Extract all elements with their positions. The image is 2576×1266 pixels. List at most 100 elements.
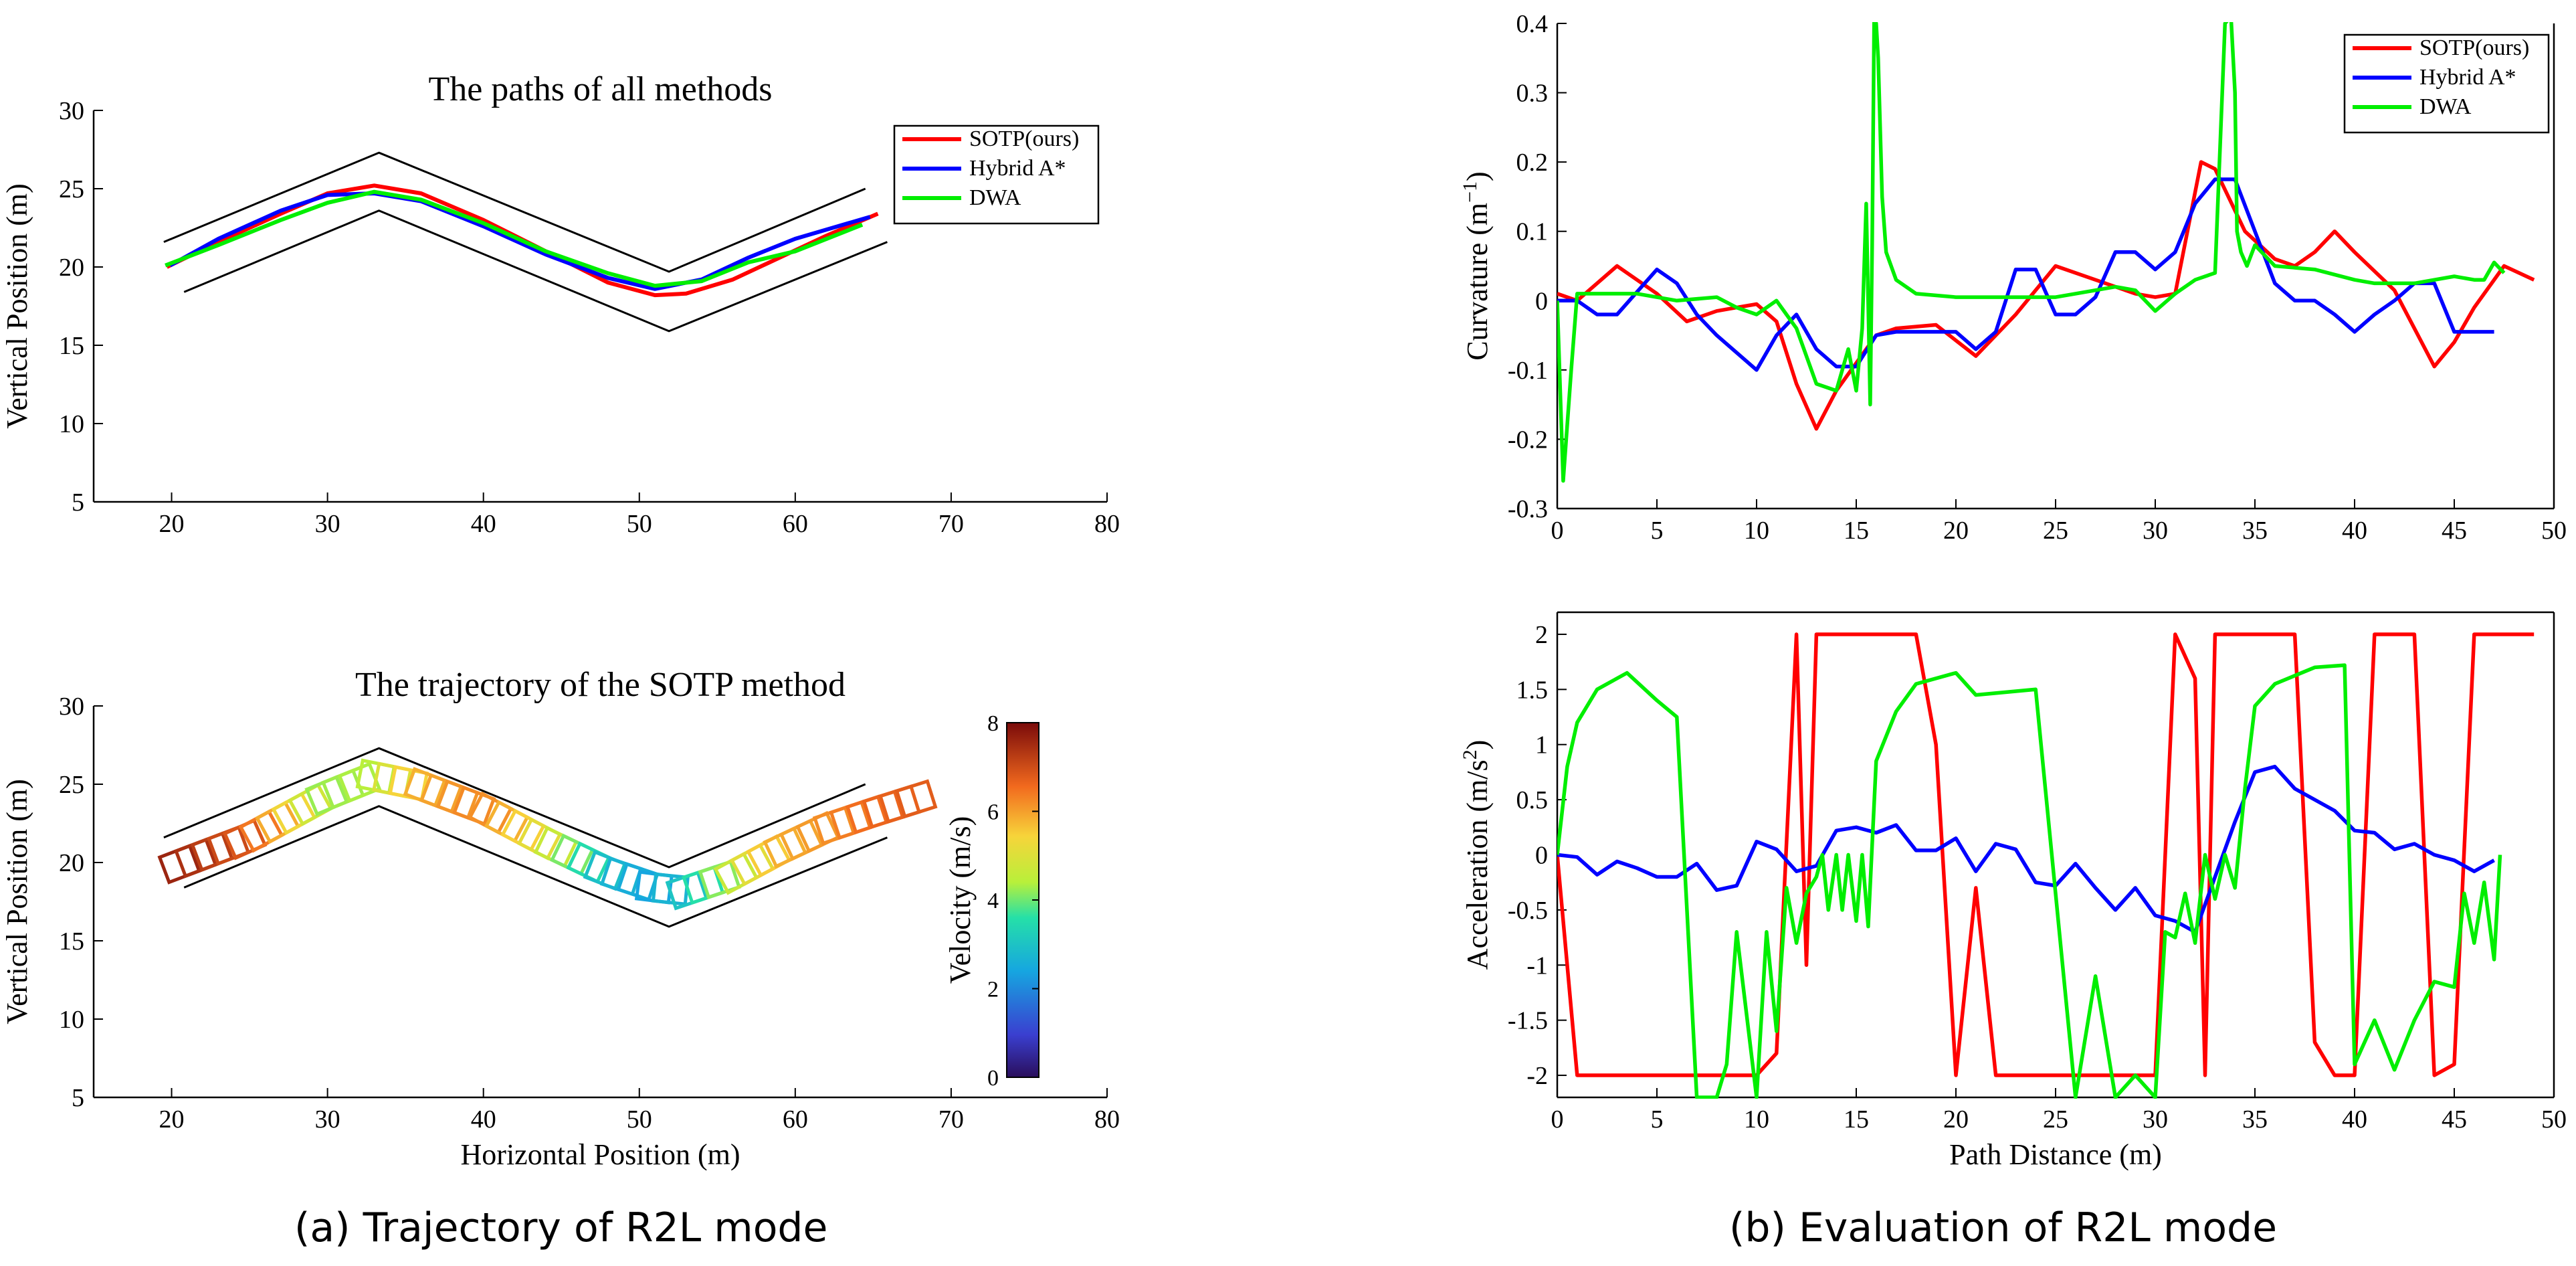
x-tick-label: 30 [2143,517,2168,545]
x-tick-label: 15 [1844,517,1869,545]
vehicle-footprint [566,841,611,884]
x-tick-label: 40 [471,1105,496,1134]
y-tick-label: 25 [59,175,84,203]
x-tick-label: 50 [627,510,652,538]
vehicle-footprint [238,809,284,853]
x-tick-label: 80 [1094,510,1120,538]
x-tick-label: 50 [2541,1105,2567,1134]
x-axis-label: Path Distance (m) [1949,1138,2162,1171]
vehicle-footprint [468,791,514,835]
y-tick-label: -0.2 [1508,426,1548,454]
x-tick-label: 70 [938,1105,964,1134]
x-tick-label: 60 [783,1105,808,1134]
x-tick-label: 20 [1943,517,1969,545]
corridor-boundary [183,805,888,928]
x-tick-label: 70 [938,510,964,538]
vehicle-footprint [746,834,792,878]
x-tick-label: 0 [1551,1105,1564,1134]
x-tick-label: 0 [1551,517,1564,545]
colorbar-label: Velocity (m/s) [944,816,977,984]
y-tick-label: 30 [59,693,84,721]
y-tick-label: 2 [1535,621,1548,649]
y-axis-label: Curvature (m−1) [1459,171,1494,360]
y-tick-label: 1.5 [1516,676,1549,704]
colorbar-tick-label: 4 [987,889,999,913]
vehicle-footprint [698,859,742,900]
vehicle-footprint [500,808,547,852]
x-tick-label: 5 [1651,1105,1664,1134]
y-tick-label: 30 [59,97,84,125]
caption-right: (b) Evaluation of R2L mode [1729,1204,2278,1251]
y-tick-label: -0.5 [1508,897,1548,925]
y-tick-label: 20 [59,849,84,877]
vehicle-footprint [763,826,808,869]
y-tick-label: 0.3 [1516,80,1549,108]
x-tick-label: 45 [2442,1105,2467,1134]
y-tick-label: -2 [1526,1062,1548,1090]
x-axis-label: Horizontal Position (m) [461,1138,740,1171]
corridor-boundary [163,151,866,273]
plot-area [1557,22,2535,483]
x-tick-label: 60 [783,510,808,538]
y-tick-label: -1 [1526,952,1548,980]
y-axis-label: Vertical Position (m) [1,183,33,429]
curvature-chart: 0 5 10 15 20 25 30 35 40 45 50 -0.3 -0.2 -0.1 0 0.1 0.2 0… [1459,10,2567,545]
series-line-dwa [1557,22,2506,483]
legend-label: SOTP(ours) [969,126,1079,151]
vehicle-footprint [255,800,301,844]
x-tick-label: 80 [1094,1105,1120,1134]
x-tick-label: 40 [2342,1105,2367,1134]
acceleration-chart: 0 5 10 15 20 25 30 35 40 45 50 -2 -1.5 -1 -0.5 0 0.5 1 1.5… [1459,611,2567,1171]
x-tick-label: 50 [2541,517,2567,545]
vehicle-footprint [549,833,595,877]
y-tick-label: 15 [59,927,84,956]
corridor-boundary [163,747,866,869]
vehicle-footprint [516,817,563,861]
colorbar-tick-label: 2 [987,978,999,1002]
series-line-hybrid-a- [169,191,871,291]
x-tick-label: 30 [315,1105,340,1134]
series-line-hybrid-a- [1557,177,2494,372]
vehicle-footprint [894,779,938,819]
paths-chart: 20 30 40 50 60 70 80 5 10 15 20 25 30 Vertical Positi… [1,70,1120,538]
x-tick-label: 30 [315,510,340,538]
vehicle-footprint [271,792,317,835]
x-tick-label: 40 [2342,517,2367,545]
series-line-dwa [165,189,864,288]
x-tick-label: 5 [1651,517,1664,545]
x-tick-label: 20 [159,1105,185,1134]
x-tick-label: 25 [2043,517,2068,545]
legend-label: Hybrid A* [969,156,1066,181]
y-tick-label: -0.1 [1508,357,1548,385]
y-tick-label: 0.4 [1516,10,1549,38]
series-line-sotp-ours- [1557,160,2535,431]
x-tick-label: 25 [2043,1105,2068,1134]
vehicle-footprint [651,872,690,906]
x-tick-label: 30 [2143,1105,2168,1134]
y-tick-label: 0.2 [1516,149,1549,177]
y-tick-label: 0 [1535,842,1548,870]
x-tick-label: 40 [471,510,496,538]
x-tick-label: 50 [627,1105,652,1134]
legend-box [2343,33,2550,134]
y-tick-label: 0.1 [1516,218,1549,246]
y-tick-label: 10 [59,1006,84,1034]
vehicle-footprint [713,851,759,895]
y-tick-label: -0.3 [1508,495,1548,523]
y-tick-label: -1.5 [1508,1007,1548,1035]
x-tick-label: 20 [159,510,185,538]
corridor-boundary [183,209,888,333]
colorbar-tick-label: 8 [987,711,999,736]
x-tick-label: 35 [2242,1105,2268,1134]
x-tick-label: 15 [1844,1105,1869,1134]
y-tick-label: 5 [72,488,84,517]
y-tick-label: 1 [1535,731,1548,759]
x-tick-label: 45 [2442,517,2467,545]
series-line-sotp-ours- [1557,632,2535,1077]
y-tick-label: 10 [59,410,84,438]
colorbar-tick-label: 6 [987,800,999,825]
x-tick-label: 10 [1744,517,1769,545]
legend-label: SOTP(ours) [2419,35,2529,60]
